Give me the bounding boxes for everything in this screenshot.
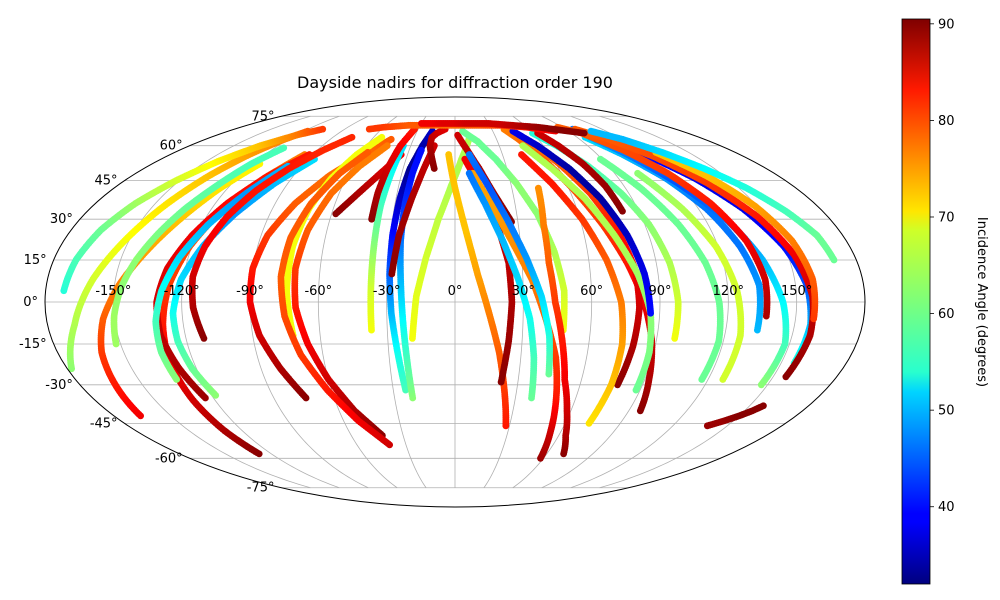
nadir-point <box>383 142 391 150</box>
nadir-point <box>519 142 527 150</box>
nadir-point <box>364 148 372 156</box>
nadir-point <box>534 184 542 192</box>
nadir-point <box>387 135 395 143</box>
nadir-point <box>596 155 604 163</box>
nadir-point <box>280 144 288 152</box>
map-gridlines <box>45 115 865 489</box>
nadir-point <box>465 169 473 177</box>
nadir-point <box>319 125 327 133</box>
nadir-point <box>634 169 642 177</box>
nadir-point <box>459 127 466 135</box>
nadir-point <box>465 151 473 158</box>
scatter-points <box>60 120 838 462</box>
nadir-point <box>378 133 386 141</box>
nadir-point <box>518 151 525 158</box>
nadir-point <box>348 133 356 141</box>
chart-title: Dayside nadirs for diffraction order 190 <box>297 73 613 92</box>
nadir-point <box>417 146 425 154</box>
nadir-point <box>445 151 453 158</box>
